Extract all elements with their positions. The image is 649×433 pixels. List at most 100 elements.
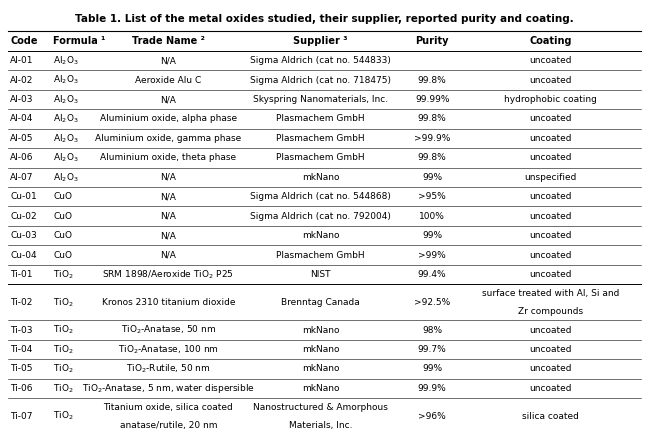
Text: Cu-03: Cu-03 — [10, 231, 37, 240]
Text: TiO$_2$: TiO$_2$ — [53, 324, 74, 336]
Text: 99.8%: 99.8% — [418, 114, 447, 123]
Text: Al$_2$O$_3$: Al$_2$O$_3$ — [53, 55, 79, 67]
Text: Ti-02: Ti-02 — [10, 298, 32, 307]
Text: TiO$_2$-Anatase, 50 nm: TiO$_2$-Anatase, 50 nm — [121, 324, 216, 336]
Text: 99.7%: 99.7% — [418, 345, 447, 354]
Text: mkNano: mkNano — [302, 231, 339, 240]
Text: Zr compounds: Zr compounds — [518, 307, 583, 316]
Text: Coating: Coating — [530, 36, 572, 46]
Text: uncoated: uncoated — [530, 134, 572, 143]
Text: N/A: N/A — [160, 192, 177, 201]
Text: Ti-01: Ti-01 — [10, 270, 33, 279]
Text: hydrophobic coating: hydrophobic coating — [504, 95, 597, 104]
Text: Code: Code — [10, 36, 38, 46]
Text: >95%: >95% — [419, 192, 446, 201]
Text: unspecified: unspecified — [524, 173, 577, 182]
Text: TiO$_2$: TiO$_2$ — [53, 268, 74, 281]
Text: 98%: 98% — [422, 326, 442, 335]
Text: 99.8%: 99.8% — [418, 153, 447, 162]
Text: Table 1. List of the metal oxides studied, their supplier, reported purity and c: Table 1. List of the metal oxides studie… — [75, 14, 574, 24]
Text: >99.9%: >99.9% — [414, 134, 450, 143]
Text: Plasmachem GmbH: Plasmachem GmbH — [276, 134, 365, 143]
Text: uncoated: uncoated — [530, 326, 572, 335]
Text: Ti-07: Ti-07 — [10, 412, 33, 421]
Text: Nanostructured & Amorphous: Nanostructured & Amorphous — [253, 403, 388, 412]
Text: NIST: NIST — [310, 270, 330, 279]
Text: 99.9%: 99.9% — [418, 384, 447, 393]
Text: anatase/rutile, 20 nm: anatase/rutile, 20 nm — [119, 421, 217, 430]
Text: N/A: N/A — [160, 251, 177, 260]
Text: TiO$_2$: TiO$_2$ — [53, 363, 74, 375]
Text: Al$_2$O$_3$: Al$_2$O$_3$ — [53, 113, 79, 125]
Text: Aeroxide Alu C: Aeroxide Alu C — [135, 76, 201, 84]
Text: SRM 1898/Aeroxide TiO$_2$ P25: SRM 1898/Aeroxide TiO$_2$ P25 — [103, 268, 234, 281]
Text: uncoated: uncoated — [530, 76, 572, 84]
Text: TiO$_2$: TiO$_2$ — [53, 382, 74, 395]
Text: Ti-03: Ti-03 — [10, 326, 33, 335]
Text: Sigma Aldrich (cat no. 544833): Sigma Aldrich (cat no. 544833) — [250, 56, 391, 65]
Text: uncoated: uncoated — [530, 345, 572, 354]
Text: >96%: >96% — [419, 412, 446, 421]
Text: Al$_2$O$_3$: Al$_2$O$_3$ — [53, 152, 79, 164]
Text: uncoated: uncoated — [530, 270, 572, 279]
Text: Al-03: Al-03 — [10, 95, 34, 104]
Text: 99.4%: 99.4% — [418, 270, 447, 279]
Text: mkNano: mkNano — [302, 326, 339, 335]
Text: Plasmachem GmbH: Plasmachem GmbH — [276, 251, 365, 260]
Text: mkNano: mkNano — [302, 365, 339, 374]
Text: N/A: N/A — [160, 95, 177, 104]
Text: Al-06: Al-06 — [10, 153, 34, 162]
Text: Purity: Purity — [415, 36, 449, 46]
Text: uncoated: uncoated — [530, 231, 572, 240]
Text: Al$_2$O$_3$: Al$_2$O$_3$ — [53, 93, 79, 106]
Text: Ti-05: Ti-05 — [10, 365, 33, 374]
Text: 99%: 99% — [422, 231, 442, 240]
Text: 99.99%: 99.99% — [415, 95, 449, 104]
Text: uncoated: uncoated — [530, 114, 572, 123]
Text: Ti-06: Ti-06 — [10, 384, 33, 393]
Text: CuO: CuO — [53, 192, 73, 201]
Text: Al-02: Al-02 — [10, 76, 34, 84]
Text: >99%: >99% — [419, 251, 446, 260]
Text: TiO$_2$-Rutile, 50 nm: TiO$_2$-Rutile, 50 nm — [126, 363, 211, 375]
Text: CuO: CuO — [53, 212, 73, 221]
Text: Cu-04: Cu-04 — [10, 251, 37, 260]
Text: Al-04: Al-04 — [10, 114, 34, 123]
Text: uncoated: uncoated — [530, 251, 572, 260]
Text: Kronos 2310 titanium dioxide: Kronos 2310 titanium dioxide — [102, 298, 235, 307]
Text: 99%: 99% — [422, 173, 442, 182]
Text: CuO: CuO — [53, 251, 73, 260]
Text: uncoated: uncoated — [530, 212, 572, 221]
Text: Skyspring Nanomaterials, Inc.: Skyspring Nanomaterials, Inc. — [253, 95, 388, 104]
Text: Sigma Aldrich (cat no. 544868): Sigma Aldrich (cat no. 544868) — [250, 192, 391, 201]
Text: uncoated: uncoated — [530, 384, 572, 393]
Text: TiO$_2$-Anatase, 5 nm, water dispersible: TiO$_2$-Anatase, 5 nm, water dispersible — [82, 382, 255, 395]
Text: 100%: 100% — [419, 212, 445, 221]
Text: CuO: CuO — [53, 231, 73, 240]
Text: silica coated: silica coated — [522, 412, 579, 421]
Text: Plasmachem GmbH: Plasmachem GmbH — [276, 153, 365, 162]
Text: uncoated: uncoated — [530, 153, 572, 162]
Text: Al$_2$O$_3$: Al$_2$O$_3$ — [53, 74, 79, 86]
Text: N/A: N/A — [160, 56, 177, 65]
Text: TiO$_2$: TiO$_2$ — [53, 296, 74, 309]
Text: uncoated: uncoated — [530, 365, 572, 374]
Text: uncoated: uncoated — [530, 192, 572, 201]
Text: Brenntag Canada: Brenntag Canada — [281, 298, 360, 307]
Text: Aluminium oxide, gamma phase: Aluminium oxide, gamma phase — [95, 134, 241, 143]
Text: mkNano: mkNano — [302, 173, 339, 182]
Text: Ti-04: Ti-04 — [10, 345, 32, 354]
Text: Sigma Aldrich (cat no. 792004): Sigma Aldrich (cat no. 792004) — [250, 212, 391, 221]
Text: mkNano: mkNano — [302, 345, 339, 354]
Text: Formula ¹: Formula ¹ — [53, 36, 106, 46]
Text: Cu-01: Cu-01 — [10, 192, 37, 201]
Text: TiO$_2$: TiO$_2$ — [53, 410, 74, 423]
Text: >92.5%: >92.5% — [414, 298, 450, 307]
Text: Supplier ³: Supplier ³ — [293, 36, 348, 46]
Text: N/A: N/A — [160, 212, 177, 221]
Text: TiO$_2$: TiO$_2$ — [53, 343, 74, 356]
Text: Al$_2$O$_3$: Al$_2$O$_3$ — [53, 132, 79, 145]
Text: Sigma Aldrich (cat no. 718475): Sigma Aldrich (cat no. 718475) — [250, 76, 391, 84]
Text: mkNano: mkNano — [302, 384, 339, 393]
Text: 99.8%: 99.8% — [418, 76, 447, 84]
